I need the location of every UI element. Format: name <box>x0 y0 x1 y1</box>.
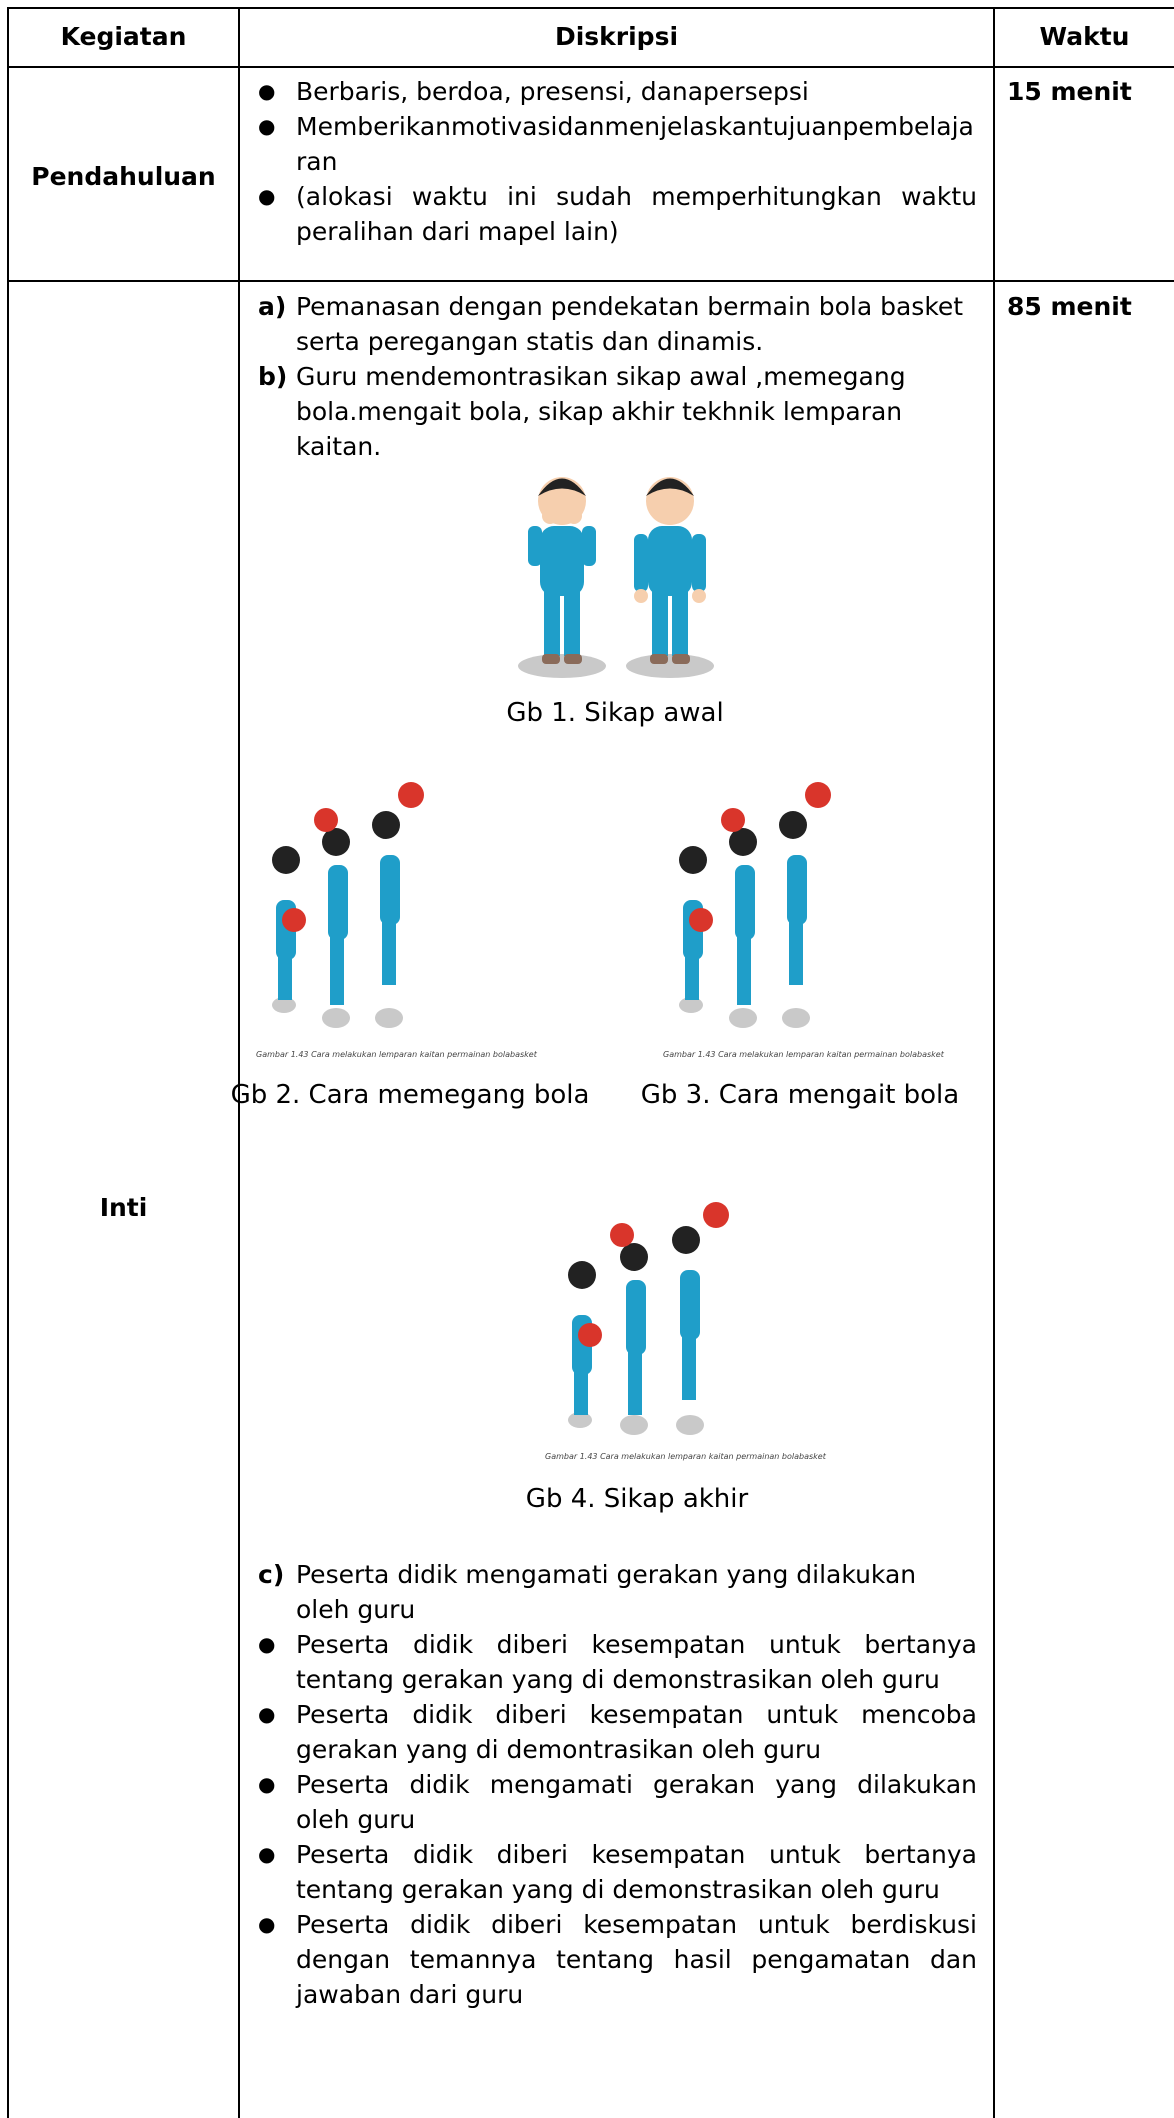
marker: a) <box>258 292 287 321</box>
item: Peserta didik diberi kesempatan untuk be… <box>258 1907 977 2012</box>
item: Peserta didik diberi kesempatan untuk be… <box>258 1627 977 1697</box>
step: b) Guru mendemontrasikan sikap awal ,meme… <box>258 359 966 464</box>
figure-note: Gambar 1.43 Cara melakukan lemparan kait… <box>256 1050 537 1059</box>
border <box>7 7 9 2118</box>
step-text: Guru mendemontrasikan sikap awal ,memega… <box>296 362 906 461</box>
caption: Gb 1. Sikap awal <box>506 698 724 728</box>
figure-note: Gambar 1.43 Cara melakukan lemparan kait… <box>663 1050 944 1059</box>
activity: Pendahuluan <box>31 162 216 191</box>
illustration <box>518 477 714 678</box>
duration: 15 menit <box>1007 77 1132 106</box>
illustration <box>272 782 424 1028</box>
step: a) Pemanasan dengan pendekatan bermain bo… <box>258 289 966 359</box>
figure-note: Gambar 1.43 Cara melakukan lemparan kait… <box>545 1452 826 1461</box>
duration: 85 menit <box>1007 292 1132 321</box>
step: c) Peserta didik mengamati gerakan yang d… <box>258 1557 977 1627</box>
steps: a) Pemanasan dengan pendekatan bermain bo… <box>258 289 966 464</box>
border <box>238 7 240 2118</box>
item: (alokasi waktu ini sudah memperhitungkan… <box>258 179 977 249</box>
illustration <box>568 1202 729 1435</box>
list: Berbaris, berdoa, presensi, danapersepsi… <box>258 74 977 249</box>
illustration <box>679 782 831 1028</box>
list: c) Peserta didik mengamati gerakan yang d… <box>258 1557 977 2012</box>
activity: Inti <box>99 1193 148 1222</box>
border <box>7 66 1174 68</box>
border <box>7 7 1174 9</box>
step-text: Pemanasan dengan pendekatan bermain bola… <box>296 292 964 356</box>
item: Peserta didik diberi kesempatan untuk me… <box>258 1697 977 1767</box>
item: Peserta didik diberi kesempatan untuk be… <box>258 1837 977 1907</box>
border <box>993 7 995 2118</box>
caption: Gb 4. Sikap akhir <box>525 1484 749 1514</box>
item: Berbaris, berdoa, presensi, danapersepsi <box>258 74 977 109</box>
header: Diskripsi <box>554 22 679 51</box>
marker: c) <box>258 1560 285 1589</box>
step-text: Peserta didik mengamati gerakan yang dil… <box>296 1560 917 1624</box>
border <box>7 280 1174 282</box>
caption: Gb 3. Cara mengait bola <box>640 1080 960 1110</box>
item: Peserta didik mengamati gerakan yang dil… <box>258 1767 977 1837</box>
caption: Gb 2. Cara memegang bola <box>230 1080 590 1110</box>
marker: b) <box>258 362 288 391</box>
item: Memberikanmotivasidanmenjelaskantujuanpe… <box>258 109 977 179</box>
header: Waktu <box>1039 22 1130 51</box>
header: Kegiatan <box>60 22 187 51</box>
